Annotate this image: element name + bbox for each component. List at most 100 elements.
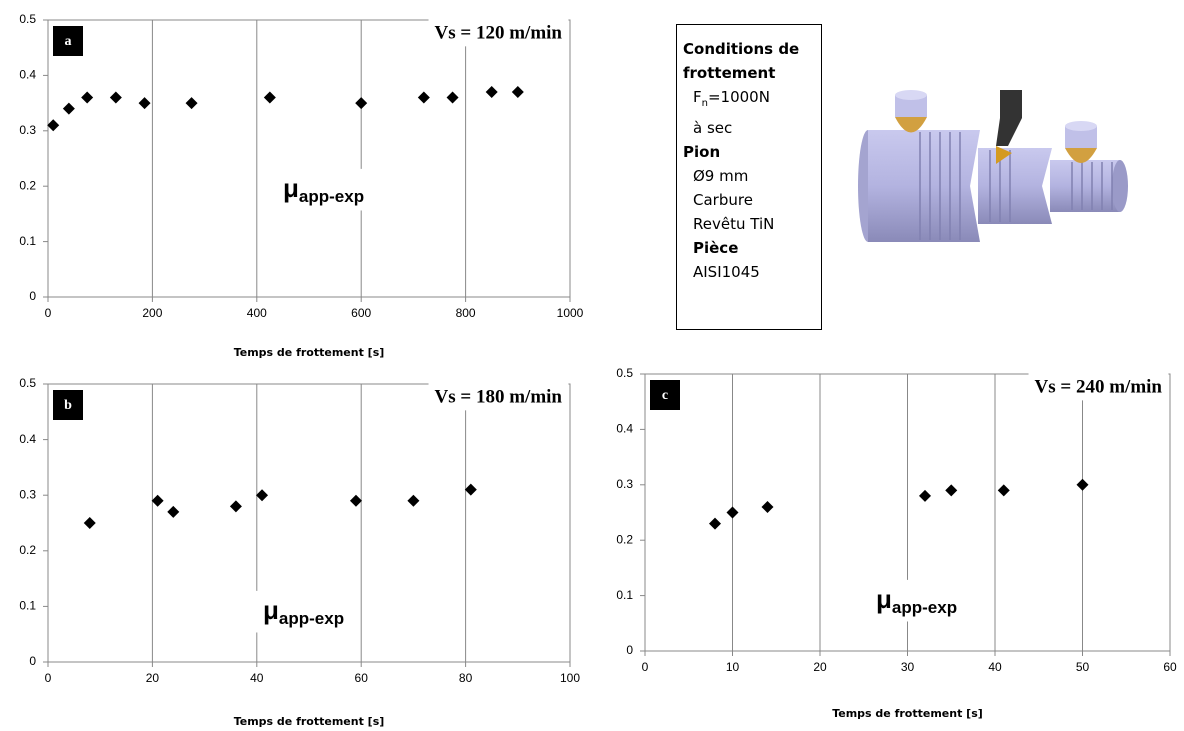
mu-label-bg — [864, 579, 970, 622]
mu-label: μapp-exp — [263, 595, 344, 629]
point — [229, 500, 242, 513]
conditions-box: Conditions de frottement Fn=1000N à sec … — [676, 24, 822, 330]
point — [355, 97, 368, 110]
x-tick-label: 600 — [351, 306, 371, 320]
x-tick-label: 100 — [560, 671, 580, 685]
panel-label-box — [53, 390, 83, 420]
point — [709, 517, 721, 530]
point — [109, 91, 122, 104]
point — [349, 494, 362, 507]
y-tick-label: 0.3 — [19, 487, 36, 501]
point — [407, 494, 420, 507]
x-tick-label: 0 — [45, 671, 52, 685]
annotation-bg — [428, 19, 569, 47]
y-tick-label: 0.3 — [19, 123, 36, 137]
mu-subscript: app-exp — [892, 598, 957, 617]
y-tick-label: 0.5 — [616, 366, 633, 380]
point — [256, 489, 269, 502]
item: AISI1045 — [693, 263, 760, 281]
text: F — [693, 88, 702, 106]
panel-label-box — [53, 26, 83, 56]
y-tick-label: 0.1 — [19, 234, 36, 248]
point — [151, 494, 164, 507]
panel-label: a — [65, 34, 72, 49]
x-tick-label: 60 — [1163, 660, 1177, 674]
mu-symbol: μ — [263, 595, 279, 625]
mu-subscript: app-exp — [299, 187, 364, 206]
y-tick-label: 0.2 — [19, 543, 36, 557]
point — [511, 86, 524, 99]
x-tick-label: 40 — [250, 671, 264, 685]
item: Revêtu TiN — [693, 215, 775, 233]
x-tick-label: 20 — [146, 671, 160, 685]
x-tick-label: 20 — [813, 660, 827, 674]
plot-frame — [47, 383, 571, 663]
panel-label: c — [662, 388, 668, 403]
point — [263, 91, 276, 104]
heading: Pièce — [693, 239, 739, 257]
point — [997, 484, 1010, 497]
mu-label-bg — [251, 590, 357, 633]
plot-frame — [47, 19, 571, 298]
plot-frame — [644, 373, 1171, 652]
y-tick-label: 0.5 — [19, 376, 36, 390]
y-tick-label: 0 — [29, 289, 36, 303]
point — [138, 97, 151, 110]
item: à sec — [693, 119, 733, 137]
annotation: Vs = 120 m/min — [435, 22, 563, 43]
x-tick-label: 400 — [247, 306, 267, 320]
x-tick-label: 200 — [142, 306, 162, 320]
y-tick-label: 0.3 — [616, 477, 633, 491]
point — [185, 97, 198, 110]
point — [81, 91, 94, 104]
heading: Conditions de frottement — [683, 40, 800, 82]
point — [417, 91, 430, 104]
y-tick-label: 0.1 — [616, 588, 633, 602]
x-tick-label: 60 — [355, 671, 369, 685]
y-tick-label: 0.5 — [19, 12, 36, 26]
x-axis-title: Temps de frottement [s] — [234, 715, 385, 728]
point — [83, 517, 96, 529]
y-tick-label: 0.4 — [19, 68, 36, 82]
x-tick-label: 30 — [901, 660, 915, 674]
y-tick-label: 0 — [626, 643, 633, 657]
point — [47, 119, 60, 132]
mu-label-bg — [271, 168, 377, 211]
annotation-bg — [1028, 373, 1169, 401]
x-axis-title: Temps de frottement [s] — [234, 346, 385, 359]
point — [167, 505, 180, 518]
y-tick-label: 0.2 — [616, 532, 633, 546]
point — [919, 489, 931, 502]
point — [945, 484, 958, 497]
x-tick-label: 80 — [459, 671, 473, 685]
point — [446, 91, 459, 104]
x-tick-label: 1000 — [557, 306, 584, 320]
y-tick-label: 0.2 — [19, 178, 36, 192]
item: Carbure — [693, 191, 753, 209]
mu-symbol: μ — [876, 584, 892, 614]
annotation: Vs = 180 m/min — [435, 386, 563, 407]
point — [726, 506, 739, 519]
illustration — [858, 90, 1128, 242]
annotation-bg — [428, 383, 569, 411]
point — [62, 102, 75, 115]
y-tick-label: 0.4 — [19, 432, 36, 446]
point — [1076, 478, 1089, 491]
mu-symbol: μ — [283, 173, 299, 203]
mu-label: μapp-exp — [283, 173, 364, 207]
annotation: Vs = 240 m/min — [1035, 376, 1163, 397]
point — [761, 500, 774, 513]
item: Ø9 mm — [693, 167, 749, 185]
x-tick-label: 50 — [1076, 660, 1090, 674]
mu-subscript: app-exp — [279, 609, 344, 628]
item: Fn=1000N — [683, 85, 815, 116]
panel-label: b — [64, 398, 72, 413]
point — [464, 483, 477, 496]
y-tick-label: 0.1 — [19, 599, 36, 613]
x-tick-label: 0 — [642, 660, 649, 674]
x-tick-label: 40 — [988, 660, 1002, 674]
text: =1000N — [707, 88, 770, 106]
y-tick-label: 0 — [29, 654, 36, 668]
